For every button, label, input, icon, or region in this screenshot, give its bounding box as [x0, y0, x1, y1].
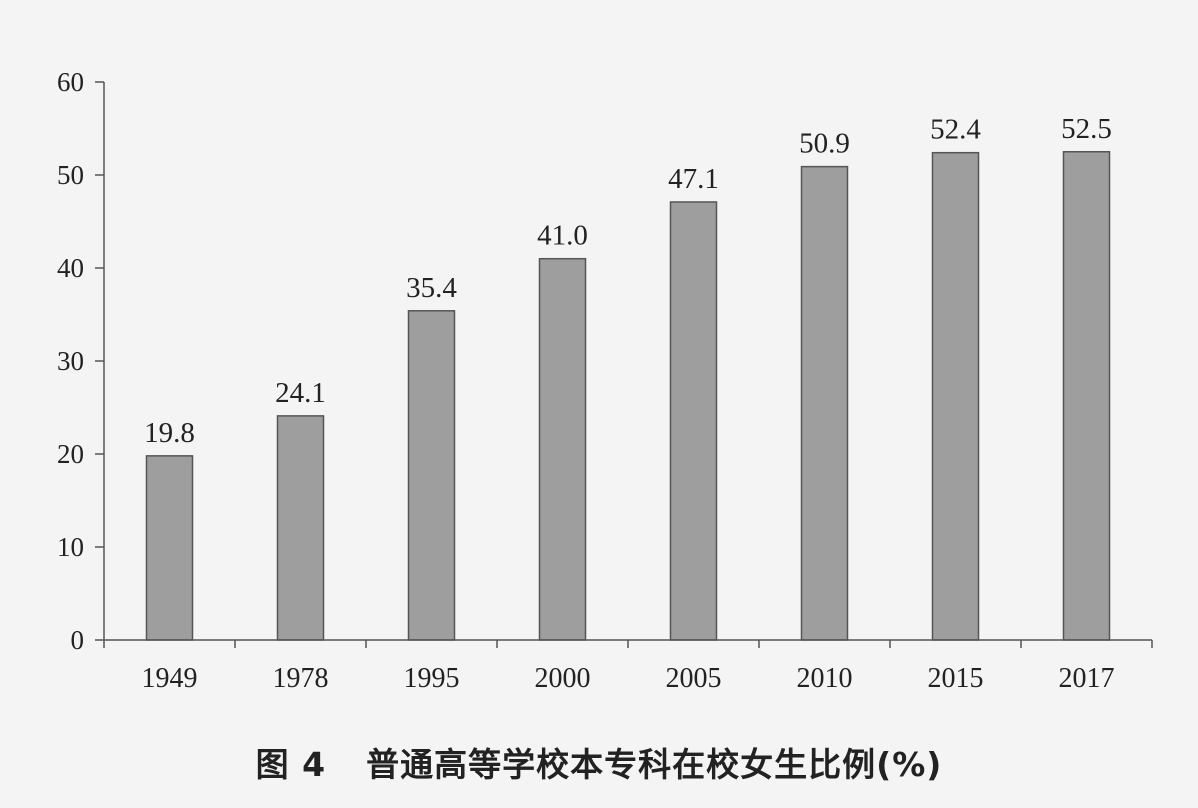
y-tick-label: 40 [57, 253, 84, 283]
y-tick-label: 0 [71, 625, 85, 655]
x-tick-label: 2015 [928, 663, 984, 694]
y-axis-ticks: 0 10 20 30 40 50 60 [57, 67, 104, 655]
bar-value-label: 52.5 [1061, 113, 1112, 145]
x-axis-ticks [103, 640, 1153, 648]
bar-value-label: 47.1 [668, 163, 719, 195]
bar-1995 [407, 310, 456, 641]
bars [145, 151, 1111, 641]
x-tick-label: 2005 [666, 663, 722, 694]
bar-2005 [669, 201, 718, 641]
y-tick-label: 20 [57, 439, 84, 469]
bar-2000 [538, 257, 587, 641]
bar-2010 [800, 165, 849, 641]
y-tick-label: 30 [57, 346, 84, 376]
x-axis-labels: 1949 1978 1995 2000 2005 2010 2015 2017 [142, 663, 1115, 694]
x-tick-label: 1995 [404, 663, 460, 694]
x-tick-label: 2000 [535, 663, 591, 694]
bar-value-label: 35.4 [406, 272, 457, 304]
x-tick-label: 1978 [273, 663, 329, 694]
bar-value-label: 50.9 [799, 128, 850, 160]
x-tick-label: 2010 [797, 663, 853, 694]
y-tick-label: 50 [57, 160, 84, 190]
bar-2015 [931, 151, 980, 641]
x-tick-label: 2017 [1059, 663, 1115, 694]
bar-1949 [145, 455, 194, 641]
x-tick-label: 1949 [142, 663, 198, 694]
bar-value-label: 52.4 [930, 114, 981, 146]
bar-value-label: 19.8 [144, 417, 195, 449]
figure-number: 图 4 [255, 745, 327, 784]
y-tick-label: 60 [57, 67, 84, 97]
bar-1978 [276, 415, 325, 641]
y-tick-label: 10 [57, 532, 84, 562]
bar-value-label: 41.0 [537, 220, 588, 252]
chart-caption: 图 4 普通高等学校本专科在校女生比例(%) [0, 738, 1198, 786]
bar-2017 [1062, 151, 1111, 641]
bar-value-label: 24.1 [275, 377, 326, 409]
chart-title: 普通高等学校本专科在校女生比例(%) [366, 745, 943, 784]
bar-value-labels: 19.8 24.1 35.4 41.0 47.1 50.9 52.4 52.5 [144, 113, 1112, 449]
